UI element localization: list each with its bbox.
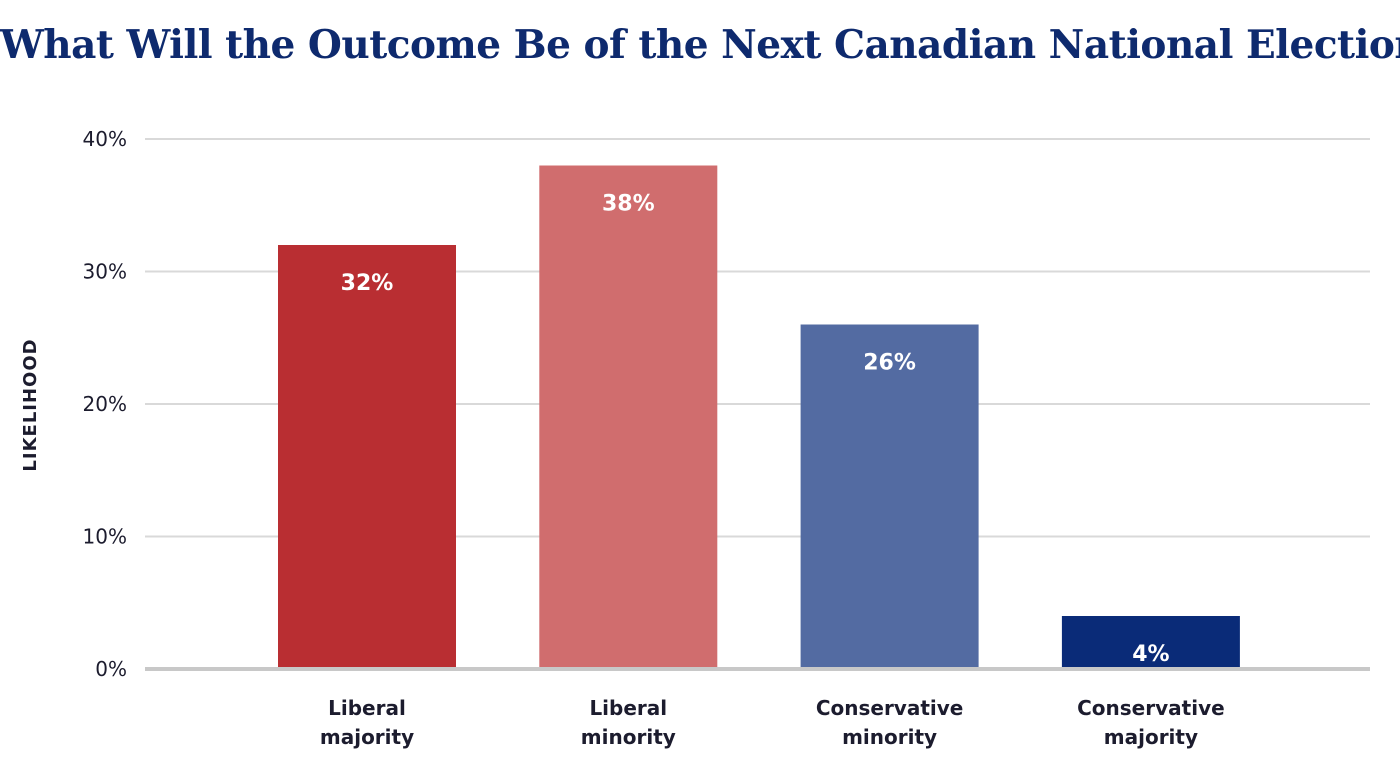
data-label: 26% (863, 351, 916, 376)
x-category-label: majority (320, 725, 414, 749)
y-tick-label: 20% (83, 392, 127, 416)
x-category-label: Liberal (589, 696, 667, 720)
x-category-label: minority (842, 725, 937, 749)
y-tick-label: 0% (95, 657, 127, 681)
bar (278, 245, 456, 667)
y-tick-label: 10% (83, 525, 127, 549)
y-tick-label: 40% (83, 127, 127, 151)
y-axis-ticks: 0% 10% 20% 30% 40% (83, 127, 127, 681)
y-axis-label: LIKELIHOOD (20, 338, 41, 471)
data-label: 4% (1132, 642, 1169, 667)
bar (1061, 616, 1240, 667)
bar (800, 324, 979, 667)
data-labels: 32% 38% 26% 4% (341, 192, 1170, 668)
x-category-label: Conservative (816, 696, 964, 720)
y-tick-label: 30% (83, 260, 127, 284)
data-label: 38% (602, 192, 655, 217)
bars (278, 165, 1240, 667)
x-category-label: majority (1104, 725, 1198, 749)
bar (539, 165, 718, 667)
x-category-label: minority (581, 725, 676, 749)
data-label: 32% (341, 271, 394, 296)
chart-title: What Will the Outcome Be of the Next Can… (0, 22, 1400, 68)
x-category-label: Liberal (328, 696, 406, 720)
x-axis-categories: Liberal majority Liberal minority Conservati… (320, 696, 1225, 749)
x-category-label: Conservative (1077, 696, 1225, 720)
